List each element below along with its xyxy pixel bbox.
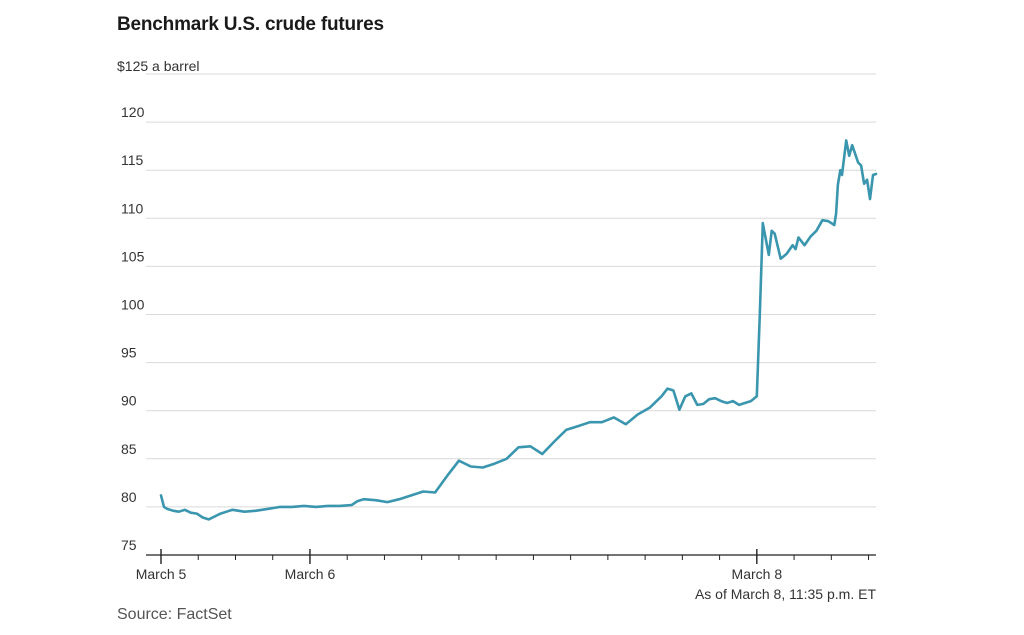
x-tick-label: March 6 — [285, 566, 336, 582]
x-axis-minor-ticks — [160, 555, 870, 560]
x-axis-labels: March 5 March 6 March 8 — [136, 566, 783, 582]
y-tick-label: 85 — [121, 441, 137, 457]
y-tick-label: 100 — [121, 297, 145, 313]
y-axis-labels: 75 80 85 90 95 100 105 110 115 120 $125 a barrel — [117, 58, 200, 553]
y-tick-label: 105 — [121, 248, 145, 264]
x-axis-major-ticks — [160, 549, 758, 564]
x-tick-label: March 5 — [136, 566, 187, 582]
chart-title: Benchmark U.S. crude futures — [117, 14, 384, 35]
y-tick-label: 80 — [121, 489, 137, 505]
as-of-note: As of March 8, 11:35 p.m. ET — [694, 586, 876, 602]
y-tick-label: 90 — [121, 393, 137, 409]
y-tick-label: 115 — [121, 152, 144, 168]
source-note: Source: FactSet — [117, 606, 232, 623]
y-unit-label: $125 a barrel — [117, 58, 200, 74]
y-tick-label: 95 — [121, 345, 137, 361]
y-tick-label: 75 — [121, 537, 137, 553]
y-tick-label: 120 — [121, 104, 145, 120]
gridlines — [146, 73, 876, 508]
y-tick-label: 110 — [121, 200, 144, 216]
x-tick-label: March 8 — [732, 566, 783, 582]
series-line — [159, 139, 878, 521]
